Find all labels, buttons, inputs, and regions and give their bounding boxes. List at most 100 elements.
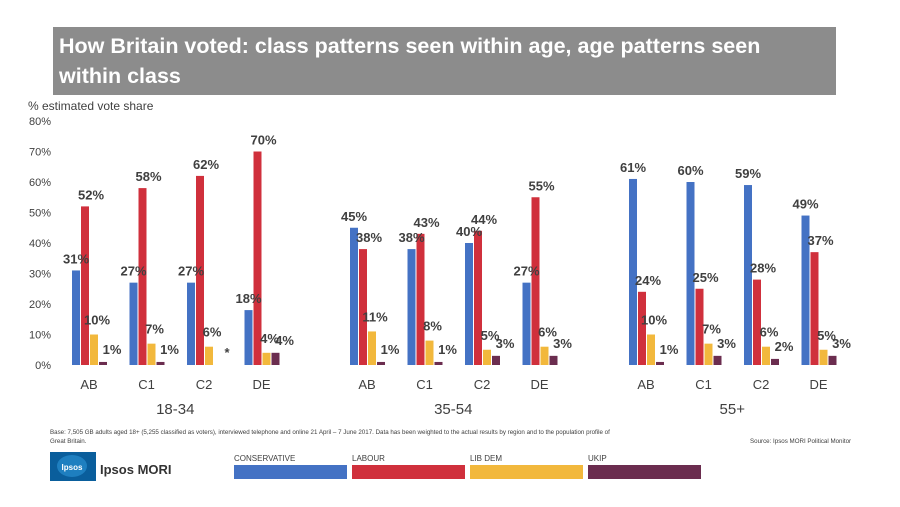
bar [771,358,779,365]
y-tick-label: 50% [29,208,51,220]
data-label: 52% [78,187,104,202]
data-label: 4% [275,333,294,348]
bar [531,197,540,365]
bar [147,343,156,365]
bar [492,355,500,365]
legend-label: LABOUR [352,454,385,463]
y-tick-label: 70% [29,147,51,159]
data-label: 37% [807,233,833,248]
logo-text: Ipsos [61,463,83,472]
y-tick-label: 20% [29,299,51,311]
bar [753,279,761,365]
bar [483,349,491,365]
x-category-label: C1 [695,377,712,392]
bar [704,343,713,365]
bar [522,282,531,365]
bar [205,346,213,365]
bar [695,288,704,365]
ipsos-logo: Ipsos [50,452,96,481]
bar [407,249,416,365]
data-label: 1% [103,342,122,357]
bar [474,230,482,365]
data-label: 27% [120,264,146,279]
data-label: 58% [135,169,161,184]
bar [187,282,195,365]
data-label: 8% [423,319,442,334]
legend-swatch [352,465,465,479]
legend-item-conservative: CONSERVATIVE [234,453,347,479]
bar [647,334,655,365]
y-axis-label: % estimated vote share [28,99,154,113]
x-category-label: DE [252,377,270,392]
bar [262,352,271,365]
bar [81,206,89,365]
bar [350,227,358,365]
y-tick-label: 0% [35,360,51,372]
bar [359,249,367,365]
data-label: 59% [735,166,761,181]
bar [810,252,819,365]
chart-title: How Britain voted: class patterns seen w… [59,34,761,88]
data-label: 2% [775,339,794,354]
data-label: 5% [481,328,500,343]
data-label: 1% [438,342,457,357]
x-category-label: AB [637,377,654,392]
data-label: 3% [496,336,515,351]
logo-circle [57,455,87,477]
bar [686,182,695,365]
bar [271,352,280,365]
data-label: 38% [398,230,424,245]
data-label: 25% [692,270,718,285]
x-category-label: DE [809,377,827,392]
x-category-label: C1 [416,377,433,392]
data-label: 38% [356,230,382,245]
data-label: 44% [471,212,497,227]
x-category-label: C2 [196,377,213,392]
data-label: 27% [513,264,539,279]
data-label: 10% [641,313,667,328]
data-label: 18% [235,291,261,306]
bar [434,361,443,365]
data-label: 43% [413,215,439,230]
age-group-label: 18-34 [156,401,194,418]
bar [540,346,549,365]
bar [629,178,637,365]
bar [244,310,253,365]
legend-item-lib-dem: LIB DEM [470,453,583,479]
bar [713,355,722,365]
data-label: 7% [702,322,721,337]
y-tick-label: 40% [29,238,51,250]
legend-item-ukip: UKIP [588,453,701,479]
data-label: 1% [381,342,400,357]
bar [549,355,558,365]
brand-name: Ipsos MORI [100,462,172,477]
bar [156,361,165,365]
bar [90,334,98,365]
data-label: 5% [817,328,836,343]
x-category-label: DE [530,377,548,392]
data-label: 7% [145,322,164,337]
legend-label: CONSERVATIVE [234,454,296,463]
bar [801,215,810,365]
legend-swatch [234,465,347,479]
data-label: 3% [553,336,572,351]
bar [638,291,646,365]
bar [425,340,434,365]
bar-chart: % estimated vote share 0% 10% 20% 30% 40% 50% 6… [28,99,851,418]
data-label: 70% [250,133,276,148]
x-category-label: C2 [753,377,770,392]
y-tick-label: 10% [29,330,51,342]
bar [72,270,80,365]
x-category-label: C2 [474,377,491,392]
bar [828,355,837,365]
y-tick-label: 60% [29,177,51,189]
bar [368,331,376,365]
bar [744,185,752,365]
x-category-label: AB [80,377,97,392]
data-label: 45% [341,209,367,224]
bar [656,361,664,365]
data-label: 27% [178,264,204,279]
bar [129,282,138,365]
data-label: 6% [760,325,779,340]
data-label: 40% [456,224,482,239]
